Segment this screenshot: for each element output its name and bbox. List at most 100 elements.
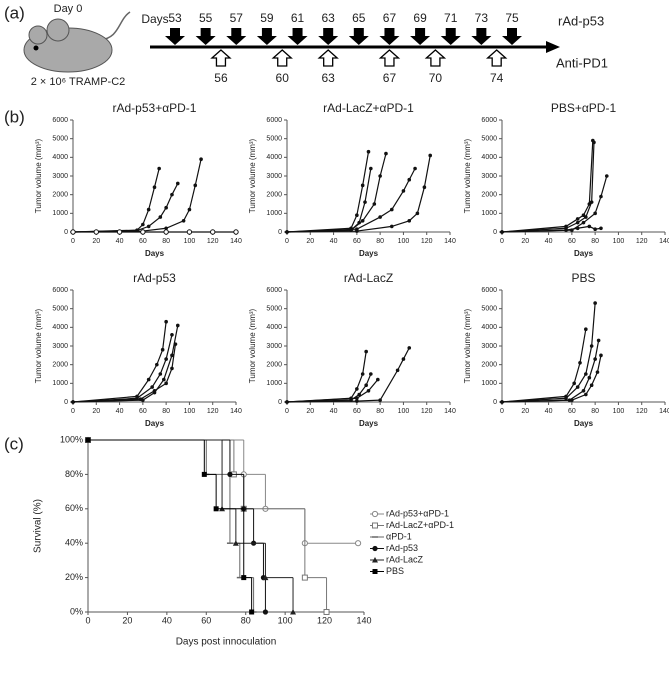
tumor-line xyxy=(286,351,367,403)
x-tick-label: 140 xyxy=(230,238,242,245)
x-tick-label: 40 xyxy=(330,238,338,245)
y-tick-label: 4000 xyxy=(481,324,497,331)
marker xyxy=(372,522,378,529)
legend-label: rAd-LacZ xyxy=(386,554,424,564)
x-axis-title: Days xyxy=(145,249,165,258)
marker xyxy=(604,174,609,178)
marker xyxy=(593,211,597,216)
antibody-arrow xyxy=(317,49,339,67)
chart-title: PBS+αPD-1 xyxy=(551,101,617,115)
drug-arrow xyxy=(226,28,247,45)
marker xyxy=(564,396,568,401)
marker xyxy=(160,347,165,352)
legend-label: rAd-LacZ+αPD-1 xyxy=(386,520,454,530)
marker xyxy=(355,229,359,233)
y-axis-title: Tumor volume (mm³) xyxy=(34,138,43,213)
y-tick-label: 5000 xyxy=(52,136,68,143)
antibody-arrow xyxy=(485,49,508,67)
marker xyxy=(584,215,588,219)
marker xyxy=(150,385,154,389)
marker xyxy=(360,183,365,188)
x-tick-label: 0 xyxy=(500,238,504,245)
marker xyxy=(241,575,247,581)
y-axis-title: Survival (%) xyxy=(33,499,44,553)
x-tick-label: 80 xyxy=(591,408,599,415)
marker xyxy=(285,400,289,404)
marker xyxy=(372,557,378,563)
marker xyxy=(575,385,580,389)
x-tick-label: 140 xyxy=(659,238,669,245)
marker xyxy=(593,301,597,305)
marker xyxy=(285,230,289,234)
y-tick-label: 3000 xyxy=(266,343,282,350)
y-tick-label: 0 xyxy=(278,399,282,406)
y-tick-label: 2000 xyxy=(481,192,497,199)
marker xyxy=(589,200,594,204)
marker xyxy=(357,392,361,397)
x-tick-label: 40 xyxy=(545,238,553,245)
marker xyxy=(138,397,143,402)
y-axis-title: Tumor volume (mm³) xyxy=(463,308,472,383)
tumor-line xyxy=(286,347,410,403)
marker xyxy=(593,227,597,231)
marker xyxy=(407,346,412,350)
drug-arrow xyxy=(256,28,277,45)
marker xyxy=(596,338,601,343)
antibody-day: 60 xyxy=(276,71,290,85)
marker xyxy=(175,181,180,186)
antibody-arrow xyxy=(424,49,447,67)
cells-label: 2 × 10⁶ TRAMP-C2 xyxy=(31,76,126,88)
y-tick-label: 0 xyxy=(493,399,497,406)
x-tick-label: 0 xyxy=(285,238,289,245)
x-tick-label: 60 xyxy=(353,408,361,415)
tumor-line xyxy=(501,303,596,403)
marker xyxy=(157,166,161,171)
marker xyxy=(395,368,400,373)
marker xyxy=(85,437,91,443)
x-tick-label: 100 xyxy=(398,408,410,415)
y-tick-label: 3000 xyxy=(481,343,497,350)
marker xyxy=(500,400,504,404)
tumor-line xyxy=(501,355,602,403)
x-tick-label: 140 xyxy=(230,408,242,415)
y-tick-label: 0 xyxy=(64,399,68,406)
x-axis-title: Days xyxy=(145,419,165,428)
drug-arrow xyxy=(348,28,369,45)
y-tick-label: 4000 xyxy=(52,154,68,161)
marker xyxy=(587,224,592,229)
tumor-line xyxy=(286,168,416,233)
marker xyxy=(500,230,504,234)
y-tick-label: 6000 xyxy=(266,117,282,124)
marker xyxy=(584,372,588,376)
x-tick-label: 140 xyxy=(659,408,669,415)
marker xyxy=(369,166,373,171)
marker xyxy=(595,370,600,374)
y-tick-label: 4000 xyxy=(52,324,68,331)
x-tick-label: 80 xyxy=(241,615,251,625)
marker xyxy=(199,157,203,161)
marker xyxy=(152,389,157,393)
marker xyxy=(170,366,174,371)
y-tick-label: 0 xyxy=(493,229,497,236)
y-tick-label: 6000 xyxy=(266,287,282,294)
marker xyxy=(152,185,157,189)
marker xyxy=(162,377,166,382)
x-tick-label: 100 xyxy=(398,238,410,245)
timeline-head xyxy=(546,41,560,53)
drug-arrow xyxy=(165,28,185,45)
marker xyxy=(360,372,365,376)
x-tick-label: 140 xyxy=(444,238,456,245)
tumor-line xyxy=(501,140,594,233)
y-tick-label: 3000 xyxy=(52,173,68,180)
x-tick-label: 120 xyxy=(317,615,332,625)
x-tick-label: 20 xyxy=(92,408,100,415)
x-tick-label: 0 xyxy=(85,615,90,625)
marker xyxy=(376,377,380,382)
marker xyxy=(570,398,574,402)
antibody-arrow xyxy=(271,49,293,67)
x-tick-label: 120 xyxy=(421,238,433,245)
y-tick-label: 2000 xyxy=(481,362,497,369)
marker xyxy=(378,215,382,219)
y-tick-label: 0 xyxy=(278,229,282,236)
marker xyxy=(140,229,146,235)
